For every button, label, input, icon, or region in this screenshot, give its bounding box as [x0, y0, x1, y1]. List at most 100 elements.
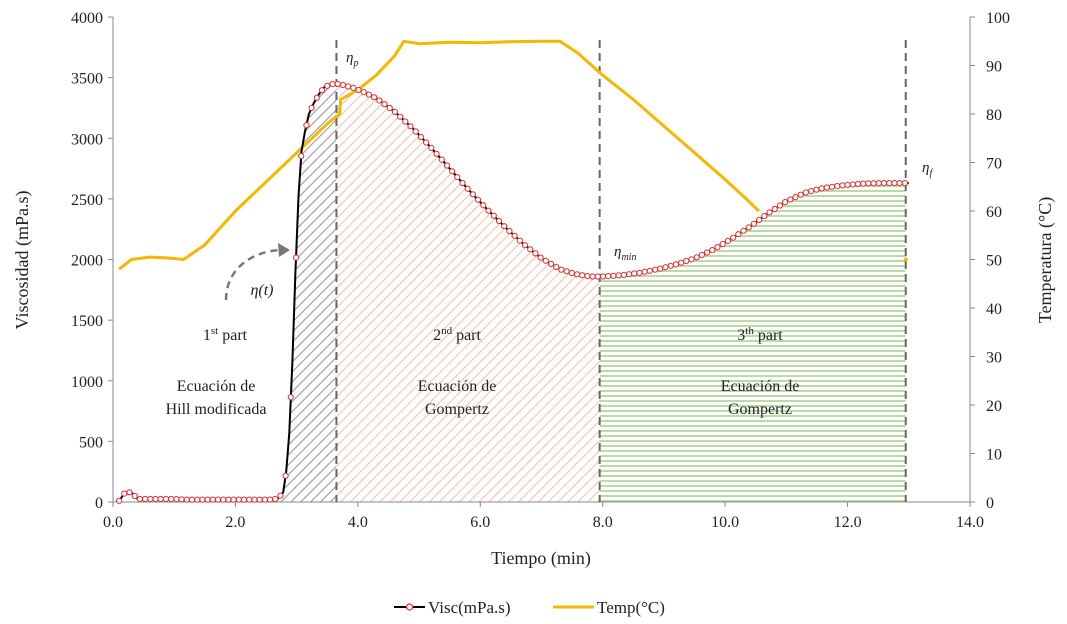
visc-marker	[126, 489, 133, 496]
visc-marker	[334, 80, 341, 88]
part3-equation-line1: Ecuación de	[721, 378, 800, 395]
visc-marker	[761, 213, 768, 220]
visc-marker	[735, 231, 742, 238]
visc-marker	[891, 180, 898, 187]
visc-marker	[449, 168, 456, 175]
visc-marker	[875, 180, 882, 187]
visc-marker	[860, 180, 867, 187]
y-tick-label: 0	[95, 495, 103, 512]
phase-areas	[278, 83, 906, 502]
visc-marker	[828, 183, 836, 190]
visc-marker	[157, 495, 164, 503]
x-axis-label: Tiempo (min)	[491, 548, 591, 569]
x-tick-label: 14.0	[956, 514, 984, 531]
y2-tick-label: 0	[986, 495, 994, 512]
visc-marker	[584, 272, 591, 280]
visc-marker	[771, 205, 778, 213]
visc-marker	[386, 104, 393, 112]
visc-marker	[246, 496, 253, 503]
visc-marker	[433, 150, 440, 157]
visc-marker	[506, 227, 513, 235]
temp-point	[903, 257, 908, 262]
visc-marker	[896, 180, 903, 187]
part2-title: 2nd part	[433, 325, 481, 344]
visc-marker	[521, 242, 529, 249]
visc-marker	[537, 254, 544, 261]
visc-marker	[547, 260, 555, 267]
visc-marker	[350, 84, 357, 92]
visc-marker	[568, 269, 575, 277]
visc-marker	[782, 199, 789, 206]
part3-title: 3th part	[737, 325, 783, 344]
visc-marker	[563, 268, 570, 275]
part2-equation-line1: Ecuación de	[418, 378, 497, 395]
visc-marker	[282, 472, 289, 479]
x-tick-label: 12.0	[834, 514, 862, 531]
annotations: 1st part Ecuación de Hill modificada 2nd…	[166, 50, 934, 418]
y2-tick-label: 10	[986, 447, 1002, 464]
visc-marker	[849, 181, 856, 188]
visc-marker	[480, 202, 487, 209]
visc-marker	[704, 249, 711, 256]
y-axis-label: Viscosidad (mPa.s)	[12, 191, 33, 330]
visc-marker	[220, 496, 227, 503]
visc-marker	[808, 188, 815, 195]
y-tick-label: 500	[79, 434, 103, 451]
part1-title: 1st part	[203, 325, 248, 344]
visc-marker	[454, 174, 461, 181]
visc-marker	[376, 97, 383, 104]
visc-marker	[136, 495, 143, 503]
visc-marker	[303, 122, 310, 129]
visc-marker	[901, 180, 908, 187]
visc-marker	[880, 180, 888, 187]
y2-tick-label: 50	[986, 253, 1002, 270]
visc-marker	[121, 490, 128, 497]
visc-marker	[641, 268, 648, 275]
visc-marker	[339, 81, 346, 89]
visc-marker	[188, 496, 196, 503]
visc-marker	[678, 259, 685, 266]
visc-marker	[464, 185, 471, 192]
visc-marker	[142, 495, 149, 503]
y2-tick-label: 30	[986, 350, 1002, 367]
visc-marker	[365, 91, 372, 98]
visc-marker	[886, 180, 893, 187]
visc-marker	[324, 82, 331, 89]
visc-marker	[657, 265, 664, 272]
visc-marker	[636, 269, 643, 276]
visc-marker	[589, 273, 596, 280]
visc-marker	[475, 196, 482, 203]
visc-marker	[495, 217, 503, 225]
ticks: 0.0 2.0 4.0 6.0 8.0 10.0 12.0 14.00500100015002…	[71, 10, 1010, 531]
visc-series	[116, 80, 909, 504]
visc-marker	[490, 212, 497, 219]
visc-marker	[214, 496, 222, 503]
visc-marker	[594, 273, 601, 280]
visc-marker	[844, 181, 851, 188]
y2-tick-label: 20	[986, 398, 1002, 415]
eta-min-label: ηmin	[614, 244, 636, 263]
visc-marker	[173, 496, 180, 503]
y-tick-label: 1500	[71, 313, 103, 330]
visc-marker	[724, 237, 732, 244]
eta-t-label: η(t)	[250, 282, 273, 299]
y-tick-label: 3000	[71, 131, 103, 148]
part3-area	[599, 183, 906, 502]
visc-marker	[407, 123, 414, 130]
legend-temp-label: Temp(°C)	[597, 598, 665, 617]
eta-t-arrowhead	[278, 243, 290, 257]
legend: Visc(mPa.s) Temp(°C)	[394, 598, 665, 617]
visc-marker	[360, 89, 367, 96]
visc-marker	[199, 496, 206, 503]
visc-marker	[178, 496, 185, 503]
visc-marker	[183, 496, 190, 503]
x-tick-label: 4.0	[348, 514, 368, 531]
visc-marker	[776, 202, 784, 209]
visc-marker	[865, 180, 872, 187]
visc-marker	[813, 186, 820, 193]
visc-marker	[823, 184, 830, 191]
visc-marker	[428, 144, 435, 151]
visc-marker	[750, 220, 758, 227]
y-tick-label: 3500	[71, 71, 103, 88]
